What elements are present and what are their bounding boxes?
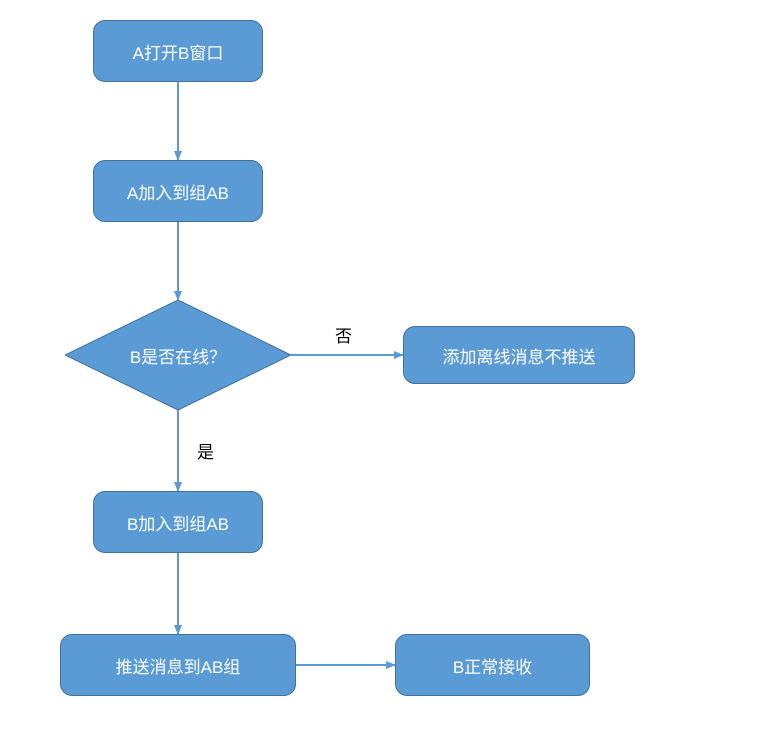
node-n7: B正常接收 xyxy=(395,634,590,696)
node-n4: 添加离线消息不推送 xyxy=(403,326,635,384)
flowchart-canvas: A打开B窗口 A加入到组AB B是否在线？ 添加离线消息不推送 B加入到组AB 推送消息到… xyxy=(0,0,765,738)
node-n3: B是否在线？ xyxy=(65,300,291,410)
node-label-n1: A打开B窗口 xyxy=(133,39,224,64)
node-label-n7: B正常接收 xyxy=(453,653,532,678)
node-n1: A打开B窗口 xyxy=(93,20,263,82)
edge-label-n3-n5: 是 xyxy=(197,438,214,463)
node-label-n6: 推送消息到AB组 xyxy=(116,653,241,678)
node-n6: 推送消息到AB组 xyxy=(60,634,296,696)
node-label-n2: A加入到组AB xyxy=(127,179,229,204)
node-label-n5: B加入到组AB xyxy=(127,510,229,535)
node-label-n4: 添加离线消息不推送 xyxy=(443,343,596,368)
edge-label-n3-n4: 否 xyxy=(335,322,352,347)
node-n5: B加入到组AB xyxy=(93,491,263,553)
node-n2: A加入到组AB xyxy=(93,160,263,222)
